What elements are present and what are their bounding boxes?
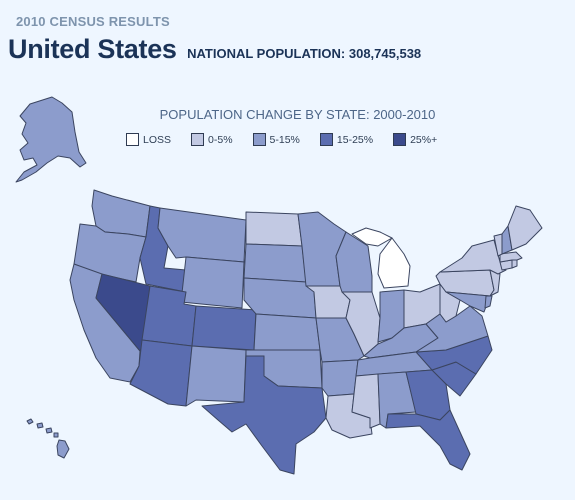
- state-ne[interactable]: [243, 277, 317, 319]
- state-nd[interactable]: [245, 211, 303, 247]
- state-de[interactable]: [484, 295, 493, 309]
- headline: United States NATIONAL POPULATION: 308,7…: [8, 34, 421, 65]
- state-co[interactable]: [191, 305, 257, 351]
- state-md[interactable]: [445, 291, 491, 313]
- kicker: 2010 CENSUS RESULTS: [16, 14, 170, 29]
- state-ma[interactable]: [499, 251, 523, 263]
- page-title: United States: [8, 34, 177, 64]
- state-ar[interactable]: [321, 359, 359, 397]
- legend-label: 15-25%: [336, 133, 374, 146]
- legend-label: 0-5%: [208, 133, 233, 146]
- state-sd[interactable]: [243, 243, 307, 283]
- state-wi[interactable]: [335, 231, 373, 293]
- state-mi[interactable]: [377, 237, 411, 289]
- state-hi-3[interactable]: [45, 427, 53, 434]
- legend-swatch: [319, 133, 333, 146]
- state-hi-2[interactable]: [36, 422, 44, 429]
- state-ak[interactable]: [15, 96, 87, 183]
- state-mt[interactable]: [157, 207, 247, 263]
- map-subtitle: POPULATION CHANGE BY STATE: 2000-2010: [159, 107, 436, 122]
- state-tx[interactable]: [201, 355, 327, 475]
- legend-label: 5-15%: [269, 133, 300, 146]
- state-fl[interactable]: [385, 409, 471, 471]
- legend-item-loss: LOSS: [126, 133, 171, 146]
- legend-item-0-5: 0-5%: [191, 133, 233, 146]
- national-population: NATIONAL POPULATION: 308,745,538: [187, 46, 422, 61]
- state-hi-5[interactable]: [56, 439, 70, 459]
- legend-item-5-15: 5-15%: [252, 133, 300, 146]
- legend-swatch: [393, 133, 407, 146]
- legend-swatch: [191, 133, 205, 146]
- state-wy[interactable]: [180, 256, 245, 309]
- legend: LOSS 0-5% 5-15% 15-25% 25%+: [126, 133, 457, 146]
- legend-item-15-25: 15-25%: [319, 133, 374, 146]
- legend-swatch: [126, 133, 139, 146]
- state-hi-4[interactable]: [53, 432, 59, 438]
- legend-item-25plus: 25%+: [393, 133, 437, 146]
- legend-label: LOSS: [143, 133, 172, 146]
- state-ri[interactable]: [511, 259, 518, 269]
- state-me[interactable]: [507, 205, 543, 251]
- legend-label: 25%+: [410, 133, 438, 146]
- state-hi-1[interactable]: [26, 418, 34, 425]
- state-ks[interactable]: [253, 313, 321, 351]
- legend-swatch: [252, 133, 266, 146]
- state-nm[interactable]: [185, 345, 247, 407]
- state-mi-upper[interactable]: [351, 227, 393, 247]
